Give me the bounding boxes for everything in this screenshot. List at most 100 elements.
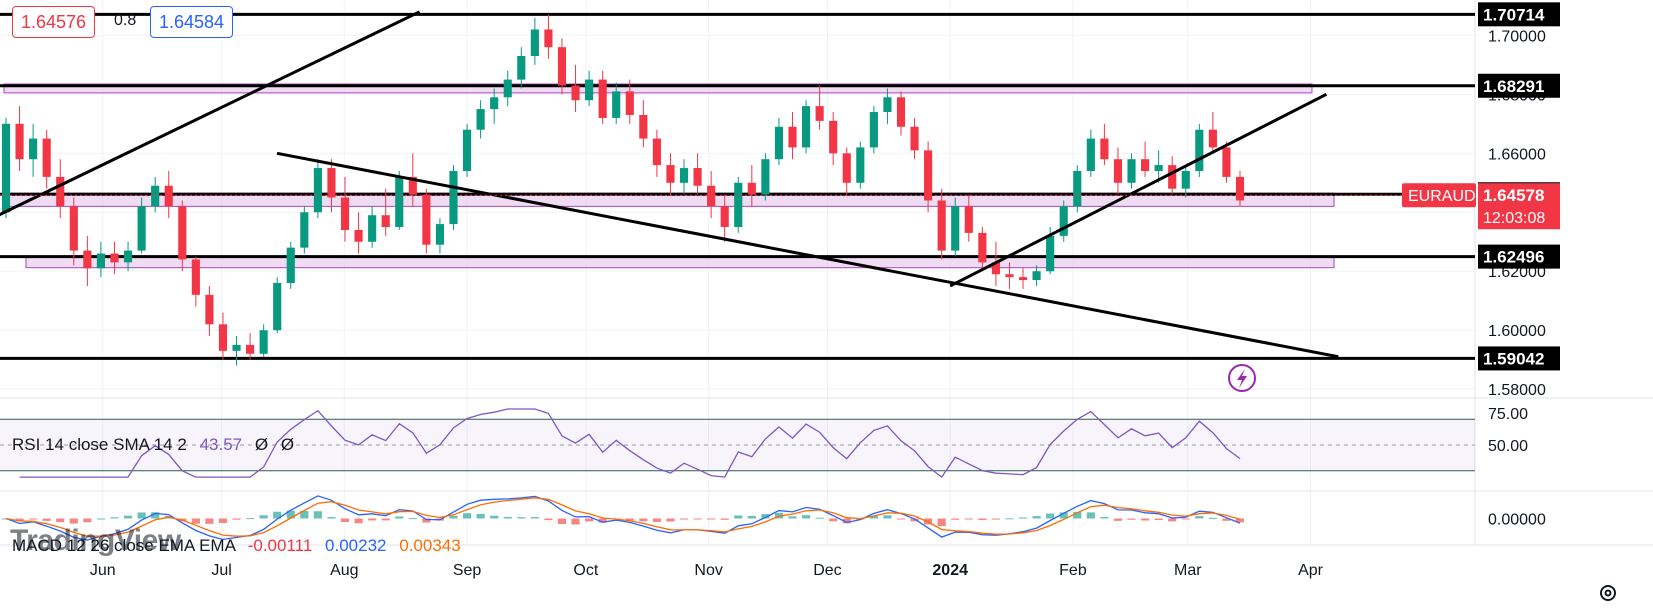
candle-body xyxy=(286,247,295,284)
macd-histogram-bar xyxy=(354,518,363,524)
rsi-legend[interactable]: RSI 14 close SMA 14 2 43.57 Ø Ø xyxy=(12,435,294,455)
candle-body xyxy=(42,138,51,177)
candle-body xyxy=(1222,147,1231,177)
macd-histogram-bar xyxy=(747,515,756,519)
candle-body xyxy=(1154,165,1163,171)
settings-gear-icon[interactable] xyxy=(1598,583,1618,603)
macd-histogram-bar xyxy=(530,517,539,519)
macd-histogram-bar xyxy=(15,518,24,521)
candle-body xyxy=(707,185,716,207)
time-tick-label: Sep xyxy=(453,562,482,579)
candle-body xyxy=(273,283,282,331)
level-price-tag xyxy=(1478,244,1560,269)
macd-histogram-bar xyxy=(83,518,92,523)
candle-body xyxy=(110,253,119,263)
bid-price-box[interactable]: 1.64576 xyxy=(12,6,96,38)
candle-body xyxy=(340,197,350,230)
macd-histogram-bar xyxy=(476,513,485,519)
macd-histogram-bar xyxy=(1235,518,1245,523)
time-tick-label: Oct xyxy=(573,562,598,579)
candle-body xyxy=(720,206,729,228)
macd-histogram-bar xyxy=(896,518,906,520)
macd-legend[interactable]: MACD 12 26 close EMA EMA -0.00111 0.0023… xyxy=(12,536,461,556)
candle-body xyxy=(747,182,756,195)
candle-body xyxy=(761,159,770,195)
macd-histogram-bar xyxy=(883,515,892,519)
candle-body xyxy=(1032,271,1041,281)
macd-histogram-bar xyxy=(395,516,404,519)
macd-histogram-bar xyxy=(205,518,214,524)
candle-body xyxy=(612,91,621,118)
macd-histogram-bar xyxy=(259,515,268,519)
level-price-label: 1.59042 xyxy=(1483,349,1544,368)
candle-body xyxy=(530,29,539,57)
macd-histogram-bar xyxy=(151,512,160,519)
time-tick-label: Mar xyxy=(1174,562,1202,579)
candle-body xyxy=(964,206,973,233)
candle-body xyxy=(693,168,702,186)
candle-body xyxy=(1195,129,1204,171)
macd-histogram-bar xyxy=(1195,516,1204,519)
macd-histogram-bar xyxy=(1222,518,1231,521)
macd-histogram-bar xyxy=(517,517,526,519)
candle-body xyxy=(422,194,431,245)
ask-price-box[interactable]: 1.64584 xyxy=(150,6,234,38)
candle-body xyxy=(951,206,960,251)
candle-body xyxy=(815,106,824,121)
candle-body xyxy=(774,126,784,160)
candle-body xyxy=(1181,170,1190,189)
macd-histogram-bar xyxy=(720,518,729,520)
rsi-title: RSI 14 close SMA 14 2 xyxy=(12,435,187,454)
macd-histogram-bar xyxy=(964,518,973,520)
macd-histogram-bar xyxy=(462,513,472,519)
macd-histogram-bar xyxy=(381,518,390,521)
trendline xyxy=(0,10,421,217)
level-price-label: 1.70714 xyxy=(1483,5,1545,24)
macd-histogram-bar xyxy=(951,518,960,520)
rsi-line xyxy=(19,408,1241,479)
candle-body xyxy=(1141,159,1150,171)
time-tick-label: Nov xyxy=(694,562,722,579)
macd-histogram-bar xyxy=(639,518,648,522)
candle-body xyxy=(232,344,241,351)
level-price-tag xyxy=(1478,346,1560,371)
candle-body xyxy=(801,106,811,148)
macd-histogram-bar xyxy=(544,518,553,521)
candle-body xyxy=(924,150,933,201)
candle-body xyxy=(1046,235,1055,272)
candle-body xyxy=(368,215,377,242)
macd-histogram-bar xyxy=(1086,512,1095,519)
candle-body xyxy=(449,170,458,225)
macd-histogram-bar xyxy=(991,518,1000,520)
rsi-extra-2: Ø xyxy=(280,435,295,454)
candle-body xyxy=(381,215,390,228)
candle-body xyxy=(625,91,634,115)
candle-body xyxy=(123,250,133,263)
macd-histogram-bar xyxy=(1100,516,1109,519)
candle-body xyxy=(842,153,851,183)
candle-body xyxy=(354,229,363,242)
time-tick-label: Aug xyxy=(330,562,358,579)
macd-histogram-bar xyxy=(503,516,512,519)
macd-histogram-bar xyxy=(1018,517,1028,519)
candle-body xyxy=(56,176,65,207)
macd-histogram-bar xyxy=(1141,518,1150,521)
macd-histogram-bar xyxy=(110,517,119,519)
price-tick-label: 1.70000 xyxy=(1488,28,1546,45)
candle-body xyxy=(259,330,268,354)
candle-body xyxy=(1168,165,1177,189)
macd-histogram-bar xyxy=(693,518,702,520)
macd-line xyxy=(5,495,1241,541)
candle-body xyxy=(557,47,567,86)
macd-line-value: 0.00232 xyxy=(325,536,387,555)
candle-body xyxy=(869,112,878,148)
candle-body xyxy=(246,344,255,354)
candle-body xyxy=(1005,274,1014,278)
macd-histogram-bar xyxy=(422,518,431,523)
macd-histogram-value: -0.00111 xyxy=(247,536,313,555)
trendline xyxy=(949,93,1328,288)
candle-body xyxy=(598,79,607,118)
macd-histogram-bar xyxy=(191,518,200,524)
macd-histogram-bar xyxy=(1046,513,1055,519)
